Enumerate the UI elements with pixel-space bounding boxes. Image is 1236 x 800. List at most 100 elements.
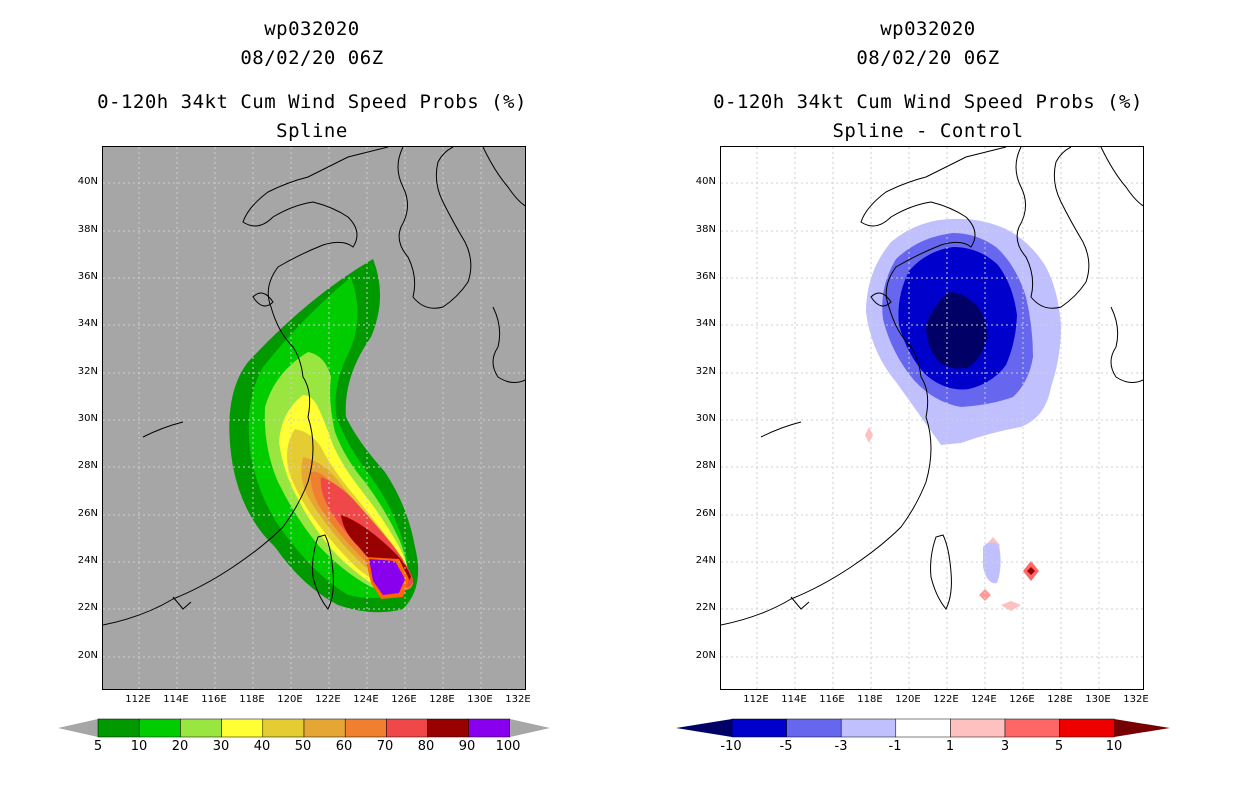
lat-label: 26N	[695, 508, 716, 519]
diff-neg-blob	[983, 542, 1001, 584]
left-colorbar-under-arrow	[58, 719, 98, 737]
lon-label: 122E	[315, 694, 341, 705]
right-storm-id: wp032020	[880, 18, 976, 40]
lon-label: 132E	[1123, 694, 1149, 705]
lon-label: 122E	[933, 694, 959, 705]
colorbar-swatch	[386, 718, 428, 738]
colorbar-swatch	[344, 718, 387, 738]
lon-label: 114E	[163, 694, 189, 705]
colorbar-label: -1	[888, 739, 902, 754]
right-difference-map	[720, 146, 1144, 690]
left-probability-map	[102, 146, 526, 690]
colorbar-label: 30	[212, 739, 230, 754]
colorbar-label: -10	[720, 739, 742, 754]
colorbar-label: 80	[417, 739, 435, 754]
lon-label: 120E	[895, 694, 921, 705]
right-colorbar	[676, 718, 1170, 738]
colorbar-label: 5	[1054, 739, 1064, 754]
lon-label: 116E	[819, 694, 845, 705]
lon-label: 128E	[429, 694, 455, 705]
lon-label: 124E	[971, 694, 997, 705]
left-colorbar	[58, 718, 550, 738]
colorbar-swatch	[950, 718, 1006, 738]
lat-label: 20N	[77, 650, 98, 661]
lat-label: 28N	[695, 460, 716, 471]
colorbar-swatch	[786, 718, 842, 738]
lat-label: 30N	[77, 413, 98, 424]
lon-label: 118E	[239, 694, 265, 705]
prob-100-contour	[369, 559, 405, 595]
lat-label: 34N	[77, 318, 98, 329]
colorbar-label: 100	[495, 739, 521, 754]
right-map-graphic	[721, 147, 1143, 689]
colorbar-swatch	[840, 718, 897, 738]
lon-label: 130E	[1085, 694, 1111, 705]
left-storm-id: wp032020	[264, 18, 360, 40]
lat-label: 20N	[695, 650, 716, 661]
lon-label: 130E	[467, 694, 493, 705]
lat-label: 24N	[77, 555, 98, 566]
lat-label: 24N	[695, 555, 716, 566]
colorbar-swatch	[138, 718, 181, 738]
colorbar-swatch	[303, 718, 346, 738]
left-method-title: Spline	[276, 120, 348, 142]
colorbar-label: 10	[130, 739, 148, 754]
lon-label: 114E	[781, 694, 807, 705]
diff-pos-small-3	[1001, 601, 1021, 611]
lon-label: 124E	[353, 694, 379, 705]
left-datetime: 08/02/20 06Z	[240, 47, 384, 69]
left-colorbar-swatches	[97, 718, 511, 738]
colorbar-swatch	[427, 718, 470, 738]
left-product-title: 0-120h 34kt Cum Wind Speed Probs (%)	[97, 91, 527, 113]
right-method-title: Spline - Control	[832, 120, 1024, 142]
lat-label: 36N	[77, 271, 98, 282]
diff-pos-west	[865, 427, 873, 443]
colorbar-swatch	[1004, 718, 1060, 738]
colorbar-label: 70	[376, 739, 394, 754]
colorbar-label: 10	[1105, 739, 1123, 754]
lat-label: 32N	[695, 366, 716, 377]
colorbar-label: 60	[335, 739, 353, 754]
colorbar-label: 90	[458, 739, 476, 754]
lat-label: 38N	[695, 224, 716, 235]
right-graticule	[721, 147, 1143, 689]
lon-label: 126E	[1009, 694, 1035, 705]
lat-label: 30N	[695, 413, 716, 424]
diff-neg10-contour	[926, 292, 987, 369]
colorbar-swatch	[731, 718, 787, 738]
lat-label: 22N	[695, 602, 716, 613]
lon-label: 118E	[857, 694, 883, 705]
lon-label: 112E	[125, 694, 151, 705]
right-colorbar-under-arrow	[676, 719, 732, 737]
colorbar-label: 5	[93, 739, 103, 754]
lat-label: 28N	[77, 460, 98, 471]
lat-label: 26N	[77, 508, 98, 519]
colorbar-swatch	[1059, 718, 1115, 738]
lon-label: 112E	[743, 694, 769, 705]
left-colorbar-over-arrow	[510, 719, 550, 737]
colorbar-label: 20	[171, 739, 189, 754]
lat-label: 38N	[77, 224, 98, 235]
colorbar-label: 40	[253, 739, 271, 754]
lat-label: 40N	[695, 176, 716, 187]
diff-pos-small-2	[979, 589, 991, 601]
lon-label: 120E	[277, 694, 303, 705]
colorbar-swatch	[468, 718, 511, 738]
lon-label: 132E	[505, 694, 531, 705]
colorbar-label: 3	[1000, 739, 1010, 754]
lat-label: 32N	[77, 366, 98, 377]
colorbar-label: 1	[945, 739, 955, 754]
colorbar-label: -5	[779, 739, 793, 754]
lat-label: 36N	[695, 271, 716, 282]
lat-label: 40N	[77, 176, 98, 187]
right-colorbar-swatches	[731, 718, 1115, 738]
lon-label: 128E	[1047, 694, 1073, 705]
left-coastline	[103, 147, 525, 626]
left-graticule	[103, 147, 525, 689]
colorbar-label: -3	[834, 739, 848, 754]
colorbar-label: 50	[294, 739, 312, 754]
lat-label: 22N	[77, 602, 98, 613]
right-datetime: 08/02/20 06Z	[856, 47, 1000, 69]
colorbar-swatch	[895, 718, 951, 738]
right-coastline	[721, 147, 1143, 626]
